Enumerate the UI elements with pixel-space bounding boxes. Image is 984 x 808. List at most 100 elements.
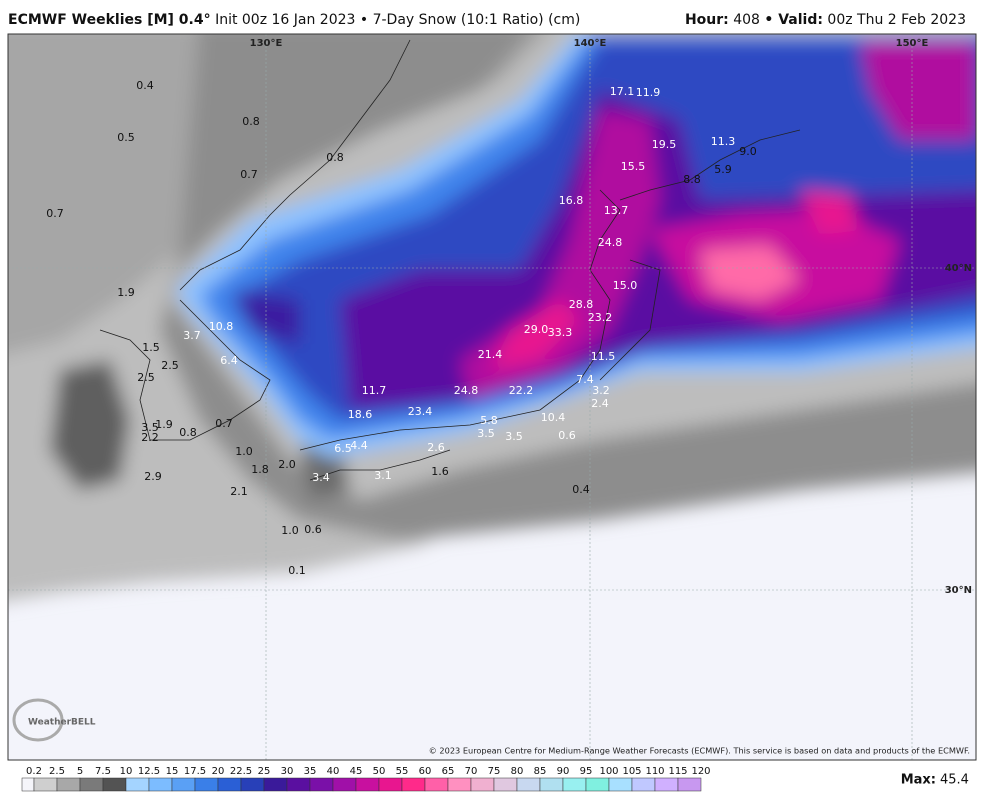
- colorbar-cell: [677, 777, 702, 792]
- map-value: 29.0: [524, 323, 549, 336]
- hour-label: Hour:: [684, 12, 729, 28]
- map-value: 2.5: [137, 371, 155, 384]
- map-value: 2.0: [278, 458, 296, 471]
- map-value: 10.4: [541, 411, 566, 424]
- map-value: 0.7: [46, 207, 64, 220]
- lon-label: 140°E: [574, 38, 607, 49]
- colorbar-cell: [539, 777, 564, 792]
- max-value: 45.4: [940, 773, 969, 788]
- colorbar-cell: [608, 777, 633, 792]
- map-value: 3.2: [592, 384, 610, 397]
- subtitle: Init 00z 16 Jan 2023 • 7-Day Snow (10:1 …: [215, 12, 581, 28]
- colorbar-cell: [194, 777, 219, 792]
- map-value: 15.0: [613, 279, 638, 292]
- lat-label: 40°N: [945, 263, 972, 274]
- map-value: 17.1: [610, 85, 635, 98]
- colorbar-label: 60: [419, 766, 432, 777]
- lon-label: 130°E: [250, 38, 283, 49]
- colorbar-label: 65: [442, 766, 455, 777]
- colorbar-cell: [654, 777, 679, 792]
- map-value: 22.2: [509, 384, 534, 397]
- colorbar-label: 25: [258, 766, 271, 777]
- map-value: 15.5: [621, 160, 646, 173]
- map-value: 21.4: [478, 348, 503, 361]
- colorbar-cell: [309, 777, 334, 792]
- colorbar-label: 15: [166, 766, 179, 777]
- map-value: 2.5: [161, 359, 179, 372]
- model: ECMWF Weeklies [M] 0.4°: [8, 12, 211, 28]
- map-value: 1.0: [235, 445, 253, 458]
- colorbar-cell: [79, 777, 104, 792]
- colorbar-cell: [102, 777, 127, 792]
- credit: © 2023 European Centre for Medium-Range …: [429, 746, 970, 756]
- map-value: 5.9: [714, 163, 732, 176]
- map-value: 3.5: [505, 430, 523, 443]
- map-value: 0.6: [304, 523, 322, 536]
- map-value: 0.4: [572, 483, 590, 496]
- map-value: 28.8: [569, 298, 594, 311]
- colorbar-cell: [401, 777, 426, 792]
- map-value: 2.2: [141, 431, 159, 444]
- map-value: 11.9: [636, 86, 661, 99]
- map-value: 24.8: [454, 384, 479, 397]
- map-value: 3.5: [477, 427, 495, 440]
- map-value: 0.6: [558, 429, 576, 442]
- map-value: 6.5: [334, 442, 352, 455]
- colorbar-cell: [240, 777, 265, 792]
- map-value: 6.4: [220, 354, 238, 367]
- map-value: 11.7: [362, 384, 387, 397]
- colorbar-label: 7.5: [95, 766, 111, 777]
- map-value: 1.8: [251, 463, 269, 476]
- map-value: 3.5: [141, 421, 159, 434]
- map-value: 11.3: [711, 135, 736, 148]
- map-value: 0.8: [242, 115, 260, 128]
- colorbar-label: 100: [599, 766, 618, 777]
- map-value: 2.1: [230, 485, 248, 498]
- colorbar-cell: [516, 777, 541, 792]
- colorbar-cell: [171, 777, 196, 792]
- map-value: 1.9: [155, 418, 173, 431]
- map-value: 4.4: [350, 439, 368, 452]
- field: [8, 34, 976, 760]
- map-value: 1.9: [117, 286, 135, 299]
- colorbar-cell: [332, 777, 357, 792]
- map-value: 1.5: [142, 341, 160, 354]
- lon-label: 150°E: [896, 38, 929, 49]
- map-value: 0.5: [117, 131, 135, 144]
- colorbar-cell: [447, 777, 472, 792]
- colorbar-label: 12.5: [138, 766, 160, 777]
- map-value: 19.5: [652, 138, 677, 151]
- colorbar-label: 90: [557, 766, 570, 777]
- colorbar-cell: [585, 777, 610, 792]
- header-left: ECMWF Weeklies [M] 0.4° Init 00z 16 Jan …: [8, 12, 580, 28]
- map-value: 24.8: [598, 236, 623, 249]
- colorbar-cell: [631, 777, 656, 792]
- map-value: 3.4: [312, 471, 330, 484]
- colorbar-label: 0.2: [26, 766, 42, 777]
- map-value: 0.7: [240, 168, 258, 181]
- map-value: 11.5: [591, 350, 616, 363]
- colorbar-cell: [56, 777, 81, 792]
- colorbar-cell: [21, 777, 35, 792]
- map-value: 3.7: [183, 329, 201, 342]
- map-value: 9.0: [739, 145, 757, 158]
- colorbar-cell: [378, 777, 403, 792]
- colorbar-label: 35: [304, 766, 317, 777]
- colorbar-label: 75: [488, 766, 501, 777]
- colorbar-label: 40: [327, 766, 340, 777]
- map-value: 0.1: [288, 564, 306, 577]
- logo-mark: [12, 698, 64, 742]
- map-value: 23.2: [588, 311, 613, 324]
- colorbar-cell: [286, 777, 311, 792]
- colorbar-label: 5: [77, 766, 83, 777]
- colorbar-cell: [148, 777, 173, 792]
- map-value: 8.8: [683, 173, 701, 186]
- valid-label: • Valid:: [764, 12, 823, 28]
- map-value: 10.8: [209, 320, 234, 333]
- hour: 408: [733, 12, 760, 28]
- colorbar-label: 115: [668, 766, 687, 777]
- map-value: 3.1: [374, 469, 392, 482]
- colorbar-cell: [263, 777, 288, 792]
- map-value: 1.0: [281, 524, 299, 537]
